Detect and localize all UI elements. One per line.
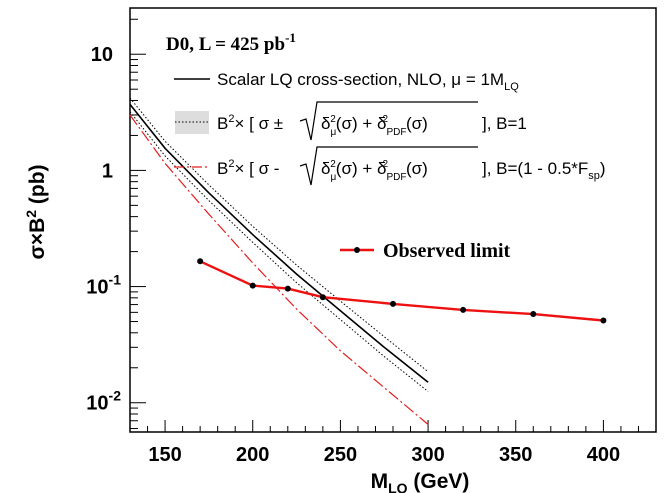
experiment-annotation: D0, L = 425 pb-1 bbox=[166, 30, 296, 55]
y-tick-labels: 10-2 10-1 1 10 bbox=[86, 44, 121, 415]
legend-swatch-band bbox=[175, 111, 209, 134]
legend-dashed-radicand: δμ2(σ) + δPDF2 (σ) bbox=[321, 159, 428, 183]
series-dashed-3 bbox=[129, 114, 429, 425]
x-axis-label: MLQ (GeV) bbox=[371, 470, 470, 493]
x-axis-label-sub: LQ bbox=[388, 480, 408, 493]
legend-label-observed: Observed limit bbox=[383, 240, 511, 262]
series-dotted-1 bbox=[129, 97, 429, 373]
legend-entry-nlo: Scalar LQ cross-section, NLO, μ = 1MLQ bbox=[174, 70, 519, 93]
legend-band-sup: 2 bbox=[228, 113, 234, 125]
legend-dashed-radical bbox=[299, 146, 478, 186]
series-solid-0 bbox=[129, 103, 429, 383]
legend-label-band: B2× [ σ ± bbox=[217, 113, 283, 133]
series-layer bbox=[129, 97, 607, 425]
observed-limit-point bbox=[530, 311, 537, 318]
legend-dashed-mu: μ bbox=[330, 172, 336, 183]
y-axis-label-unit: (pb) bbox=[26, 164, 49, 209]
y-tick-label: 10-2 bbox=[86, 388, 121, 415]
x-tick-label: 250 bbox=[324, 444, 357, 466]
y-tick-label: 10 bbox=[91, 44, 113, 66]
legend-entry-observed: Observed limit bbox=[340, 240, 511, 262]
legend-band-post: ], B=1 bbox=[482, 114, 527, 133]
observed-limit-point bbox=[460, 306, 467, 313]
y-axis-label-sup: 2 bbox=[23, 210, 39, 218]
legend-band-pdf: PDF bbox=[386, 127, 406, 138]
observed-limit-point bbox=[390, 300, 396, 307]
axis-ticks bbox=[130, 18, 639, 432]
y-tick-label: 1 bbox=[102, 160, 113, 182]
legend-dashed-post-sub: sp bbox=[588, 170, 600, 182]
legend-swatch-observed-marker bbox=[354, 247, 360, 253]
observed-limit-point bbox=[197, 258, 204, 265]
x-tick-label: 300 bbox=[411, 444, 444, 466]
legend-dashed-pdf: PDF bbox=[386, 172, 406, 183]
x-tick-label: 350 bbox=[499, 444, 532, 466]
y-tick-label: 10-1 bbox=[86, 272, 121, 299]
series-dotted-2 bbox=[129, 111, 429, 392]
legend-dashed-sup: 2 bbox=[228, 158, 234, 170]
x-tick-label: 400 bbox=[587, 444, 620, 466]
legend-entry-band: B2× [ σ ± δμ2(σ) + δPDF2 (σ) ], B=1 bbox=[175, 101, 527, 141]
legend-band-sq2: 2 bbox=[382, 114, 388, 125]
observed-limit-point bbox=[600, 317, 607, 324]
series-solid-markers-4 bbox=[199, 260, 604, 322]
legend-band-radicand: δμ2(σ) + δPDF2 (σ) bbox=[321, 114, 428, 138]
x-tick-label: 150 bbox=[148, 444, 181, 466]
legend-dashed-sq2: 2 bbox=[382, 159, 388, 170]
legend-label-nlo: Scalar LQ cross-section, NLO, μ = 1MLQ bbox=[217, 70, 519, 93]
legend-entry-dashed: B2× [ σ - δμ2(σ) + δPDF2 (σ) ], B=(1 - 0.… bbox=[174, 146, 606, 186]
y-axis-label: σ×B2 (pb) bbox=[23, 164, 49, 259]
legend-dashed-post: ], B=(1 - 0.5*Fsp) bbox=[482, 159, 606, 182]
legend-band-radical bbox=[299, 101, 478, 141]
legend-band-mu: μ bbox=[330, 127, 336, 138]
legend-band-sq1: 2 bbox=[330, 114, 336, 125]
x-tick-label: 200 bbox=[236, 444, 269, 466]
legend-label-dashed: B2× [ σ - bbox=[217, 158, 279, 178]
x-axis-label-unit: (GeV) bbox=[408, 470, 470, 493]
legend-label-nlo-sub: LQ bbox=[504, 81, 519, 93]
observed-limit-point bbox=[319, 294, 326, 301]
legend-dashed-sq1: 2 bbox=[330, 159, 336, 170]
annotation-sup: -1 bbox=[285, 30, 296, 45]
x-tick-labels: 150 200 250 300 350 400 bbox=[148, 444, 620, 466]
observed-limit-point bbox=[249, 282, 256, 289]
observed-limit-point bbox=[284, 285, 291, 292]
